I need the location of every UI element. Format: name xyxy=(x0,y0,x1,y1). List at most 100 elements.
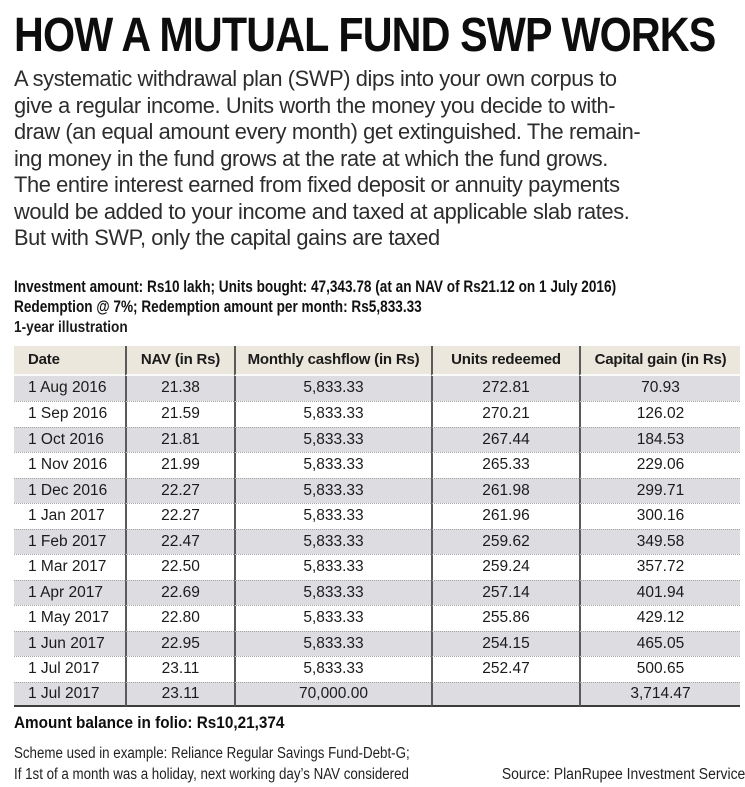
table-row: 1 Jul 2017 23.11 5,833.33 252.47 500.65 xyxy=(14,656,740,682)
table-cell: 1 Jul 2017 xyxy=(14,681,125,707)
table-cell: 429.12 xyxy=(579,605,740,631)
table-cell: 1 May 2017 xyxy=(14,605,125,631)
table-cell: 1 Nov 2016 xyxy=(14,452,125,478)
table-cell: 261.96 xyxy=(431,503,579,529)
table-cell: 299.71 xyxy=(579,477,740,503)
table-cell: 22.50 xyxy=(125,554,234,580)
table-cell: 21.38 xyxy=(125,375,234,401)
table-cell: 22.95 xyxy=(125,630,234,656)
intro-line: A systematic withdrawal plan (SWP) dips … xyxy=(14,66,617,91)
table-cell: 300.16 xyxy=(579,503,740,529)
investment-summary: Investment amount: Rs10 lakh; Units boug… xyxy=(14,277,735,317)
table-cell: 5,833.33 xyxy=(234,477,431,503)
table-cell: 126.02 xyxy=(579,401,740,427)
table-cell: 22.27 xyxy=(125,477,234,503)
intro-line: give a regular income. Units worth the m… xyxy=(14,92,616,118)
table-cell: 1 Jun 2017 xyxy=(14,630,125,656)
footer: Scheme used in example: Reliance Regular… xyxy=(14,744,745,785)
footnotes: Scheme used in example: Reliance Regular… xyxy=(14,744,474,785)
table-cell: 1 Jul 2017 xyxy=(14,656,125,682)
column-header: Monthly cashflow (in Rs) xyxy=(234,345,431,376)
table-row: 1 Sep 2016 21.59 5,833.33 270.21 126.02 xyxy=(14,401,740,427)
table-row: 1 Aug 2016 21.38 5,833.33 272.81 70.93 xyxy=(14,375,740,401)
table-cell: 1 Apr 2017 xyxy=(14,579,125,605)
table-cell: 23.11 xyxy=(125,656,234,682)
table-body: 1 Aug 2016 21.38 5,833.33 272.81 70.93 1 Sep… xyxy=(14,375,740,707)
table-cell: 22.80 xyxy=(125,605,234,631)
source-credit: Source: PlanRupee Investment Services xyxy=(501,765,745,783)
table-cell: 254.15 xyxy=(431,630,579,656)
table-row: 1 Mar 2017 22.50 5,833.33 259.24 357.72 xyxy=(14,554,740,580)
table-cell: 22.69 xyxy=(125,579,234,605)
table-cell: 23.11 xyxy=(125,681,234,707)
intro-line: The entire interest earned from fixed de… xyxy=(14,172,620,197)
table-cell: 70.93 xyxy=(579,375,740,401)
table-cell: 252.47 xyxy=(431,656,579,682)
folio-balance: Amount balance in folio: Rs10,21,374 xyxy=(14,713,285,732)
table-row: 1 Jan 2017 22.27 5,833.33 261.96 300.16 xyxy=(14,503,740,529)
table-cell: 465.05 xyxy=(579,630,740,656)
table-cell: 255.86 xyxy=(431,605,579,631)
table-cell: 5,833.33 xyxy=(234,452,431,478)
table-cell: 5,833.33 xyxy=(234,528,431,554)
table-cell: 1 Aug 2016 xyxy=(14,375,125,401)
table-cell: 21.59 xyxy=(125,401,234,427)
table-cell: 184.53 xyxy=(579,426,740,452)
table-cell: 1 Dec 2016 xyxy=(14,477,125,503)
table-cell: 3,714.47 xyxy=(579,681,740,707)
table-cell: 1 Jan 2017 xyxy=(14,503,125,529)
intro-paragraph: A systematic withdrawal plan (SWP) dips … xyxy=(14,66,735,252)
table-cell: 1 Sep 2016 xyxy=(14,401,125,427)
table-cell: 5,833.33 xyxy=(234,605,431,631)
table-cell: 5,833.33 xyxy=(234,375,431,401)
table-cell: 265.33 xyxy=(431,452,579,478)
table-row: 1 Oct 2016 21.81 5,833.33 267.44 184.53 xyxy=(14,426,740,452)
table-cell: 349.58 xyxy=(579,528,740,554)
table-cell: 5,833.33 xyxy=(234,579,431,605)
table-cell: 401.94 xyxy=(579,579,740,605)
table-cell: 1 Mar 2017 xyxy=(14,554,125,580)
table-cell: 22.47 xyxy=(125,528,234,554)
intro-line: But with SWP, only the capital gains are… xyxy=(14,225,440,250)
table-row: 1 Jun 2017 22.95 5,833.33 254.15 465.05 xyxy=(14,630,740,656)
investment-summary-line-1: Investment amount: Rs10 lakh; Units boug… xyxy=(14,276,617,296)
swp-table: Date NAV (in Rs) Monthly cashflow (in Rs) U… xyxy=(14,345,740,707)
intro-line: would be added to your income and taxed … xyxy=(14,198,630,224)
table-cell: 500.65 xyxy=(579,656,740,682)
table-cell: 21.99 xyxy=(125,452,234,478)
table-cell: 357.72 xyxy=(579,554,740,580)
table-caption: 1-year illustration xyxy=(14,318,128,336)
table-cell: 5,833.33 xyxy=(234,656,431,682)
table-cell: 257.14 xyxy=(431,579,579,605)
table-header-row: Date NAV (in Rs) Monthly cashflow (in Rs) U… xyxy=(14,345,740,376)
column-header: Date xyxy=(14,345,125,376)
table-cell: 259.24 xyxy=(431,554,579,580)
table-row: 1 Apr 2017 22.69 5,833.33 257.14 401.94 xyxy=(14,579,740,605)
table-cell: 261.98 xyxy=(431,477,579,503)
table-cell: 5,833.33 xyxy=(234,554,431,580)
footnote-line: If 1st of a month was a holiday, next wo… xyxy=(14,765,409,783)
table-cell: 229.06 xyxy=(579,452,740,478)
table-cell: 272.81 xyxy=(431,375,579,401)
table-cell: 5,833.33 xyxy=(234,426,431,452)
table-row: 1 Feb 2017 22.47 5,833.33 259.62 349.58 xyxy=(14,528,740,554)
column-header: Capital gain (in Rs) xyxy=(579,345,740,376)
table-row: 1 May 2017 22.80 5,833.33 255.86 429.12 xyxy=(14,605,740,631)
table-cell: 259.62 xyxy=(431,528,579,554)
table-header: Date NAV (in Rs) Monthly cashflow (in Rs) U… xyxy=(14,345,740,376)
footnote-line: Scheme used in example: Reliance Regular… xyxy=(14,745,410,762)
table-row: 1 Jul 2017 23.11 70,000.00 3,714.47 xyxy=(14,681,740,707)
column-header: NAV (in Rs) xyxy=(125,345,234,376)
investment-summary-line-2: Redemption @ 7%; Redemption amount per m… xyxy=(14,296,422,316)
table-cell: 267.44 xyxy=(431,426,579,452)
table-row: 1 Nov 2016 21.99 5,833.33 265.33 229.06 xyxy=(14,452,740,478)
table-cell: 270.21 xyxy=(431,401,579,427)
table-cell xyxy=(431,681,579,707)
intro-line: draw (an equal amount every month) get e… xyxy=(14,119,641,144)
table-cell: 22.27 xyxy=(125,503,234,529)
table-cell: 1 Feb 2017 xyxy=(14,528,125,554)
table-cell: 70,000.00 xyxy=(234,681,431,707)
column-header: Units redeemed xyxy=(431,345,579,376)
page-title: HOW A MUTUAL FUND SWP WORKS xyxy=(14,9,716,62)
table-cell: 1 Oct 2016 xyxy=(14,426,125,452)
